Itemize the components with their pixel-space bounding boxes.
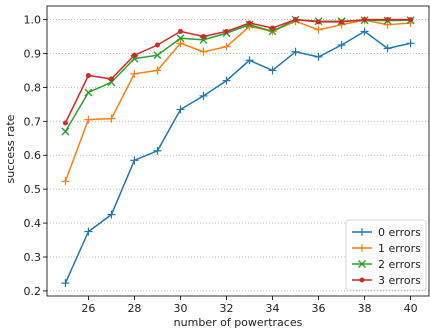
x-tick-label: 38 <box>358 302 372 315</box>
data-point <box>61 279 70 288</box>
legend-marker <box>358 244 366 252</box>
data-point <box>222 42 231 51</box>
series-0 <box>61 27 415 288</box>
y-tick-label: 0.6 <box>24 149 42 162</box>
data-point <box>176 39 185 48</box>
y-tick-label: 0.9 <box>24 47 42 60</box>
data-point <box>293 17 299 23</box>
x-tick-label: 40 <box>404 302 418 315</box>
legend-item: 3 errors <box>352 274 421 287</box>
y-tick-label: 0.8 <box>24 81 42 94</box>
data-point <box>108 76 114 82</box>
x-tick-label: 28 <box>127 302 141 315</box>
data-point <box>268 66 277 75</box>
data-point <box>385 17 391 23</box>
series-line <box>64 18 411 124</box>
y-tick-label: 0.5 <box>24 183 42 196</box>
x-tick-label: 26 <box>81 302 95 315</box>
data-point <box>176 34 185 43</box>
series-line <box>64 30 411 284</box>
y-axis-ticks: 0.2 0.3 0.4 0.5 0.6 0.7 0.8 0.9 1.0 <box>24 14 47 298</box>
data-point <box>337 41 346 50</box>
data-point <box>84 227 93 236</box>
x-tick-label: 30 <box>173 302 187 315</box>
x-tick-label: 34 <box>266 302 280 315</box>
data-point <box>245 56 254 65</box>
data-point <box>247 20 253 26</box>
data-point <box>223 28 229 34</box>
data-point <box>131 52 137 58</box>
data-point <box>316 19 322 25</box>
data-point <box>107 114 116 123</box>
data-point <box>339 19 345 25</box>
legend-item: 0 errors <box>352 226 421 239</box>
legend-marker <box>359 277 365 283</box>
data-point <box>383 44 392 53</box>
legend-label: 3 errors <box>378 274 421 287</box>
x-tick-label: 36 <box>312 302 326 315</box>
legend-label: 2 errors <box>378 258 421 271</box>
y-tick-label: 0.7 <box>24 115 42 128</box>
legend-item: 1 errors <box>352 242 421 255</box>
data-point <box>268 27 277 36</box>
data-point <box>107 210 116 219</box>
series-3 <box>62 17 414 126</box>
legend-label: 0 errors <box>378 226 421 239</box>
data-point <box>314 25 323 34</box>
data-point <box>61 177 70 186</box>
data-point <box>176 105 185 114</box>
legend-marker <box>358 228 366 236</box>
data-point <box>153 51 162 60</box>
series-1 <box>61 16 415 186</box>
data-point <box>408 17 414 23</box>
y-axis-label: success rate <box>4 114 17 183</box>
data-point <box>200 34 206 40</box>
data-point <box>153 146 162 155</box>
x-tick-label: 32 <box>219 302 233 315</box>
data-point <box>130 156 139 165</box>
plot-frame <box>46 5 430 297</box>
data-point <box>85 73 91 79</box>
data-point <box>360 27 369 36</box>
data-point <box>107 78 116 87</box>
data-point <box>362 17 368 23</box>
data-point <box>291 47 300 56</box>
data-point <box>62 120 68 126</box>
data-point <box>177 28 183 34</box>
legend-marker <box>358 260 366 268</box>
x-axis-label: number of powertraces <box>174 316 303 329</box>
data-point <box>314 52 323 61</box>
data-point <box>199 47 208 56</box>
y-tick-label: 0.3 <box>24 251 42 264</box>
legend: 0 errors 1 errors 2 errors 3 errors <box>345 219 427 291</box>
data-point <box>153 66 162 75</box>
data-point <box>406 39 415 48</box>
y-tick-label: 0.4 <box>24 217 42 230</box>
legend-item: 2 errors <box>352 258 421 271</box>
y-tick-label: 1.0 <box>24 14 42 27</box>
data-point <box>84 88 93 97</box>
legend-box <box>345 219 427 291</box>
data-point <box>154 42 160 48</box>
series-line <box>64 19 411 182</box>
data-point <box>61 127 70 136</box>
data-point <box>130 54 139 63</box>
data-point <box>199 91 208 100</box>
x-axis-ticks: 26 28 30 32 34 36 38 40 <box>81 296 418 315</box>
data-point <box>270 25 276 31</box>
data-point <box>130 69 139 78</box>
y-tick-label: 0.2 <box>24 285 42 298</box>
data-point <box>222 76 231 85</box>
series-lines <box>61 15 415 288</box>
data-point <box>84 115 93 124</box>
legend-label: 1 errors <box>378 242 421 255</box>
data-point <box>199 35 208 44</box>
